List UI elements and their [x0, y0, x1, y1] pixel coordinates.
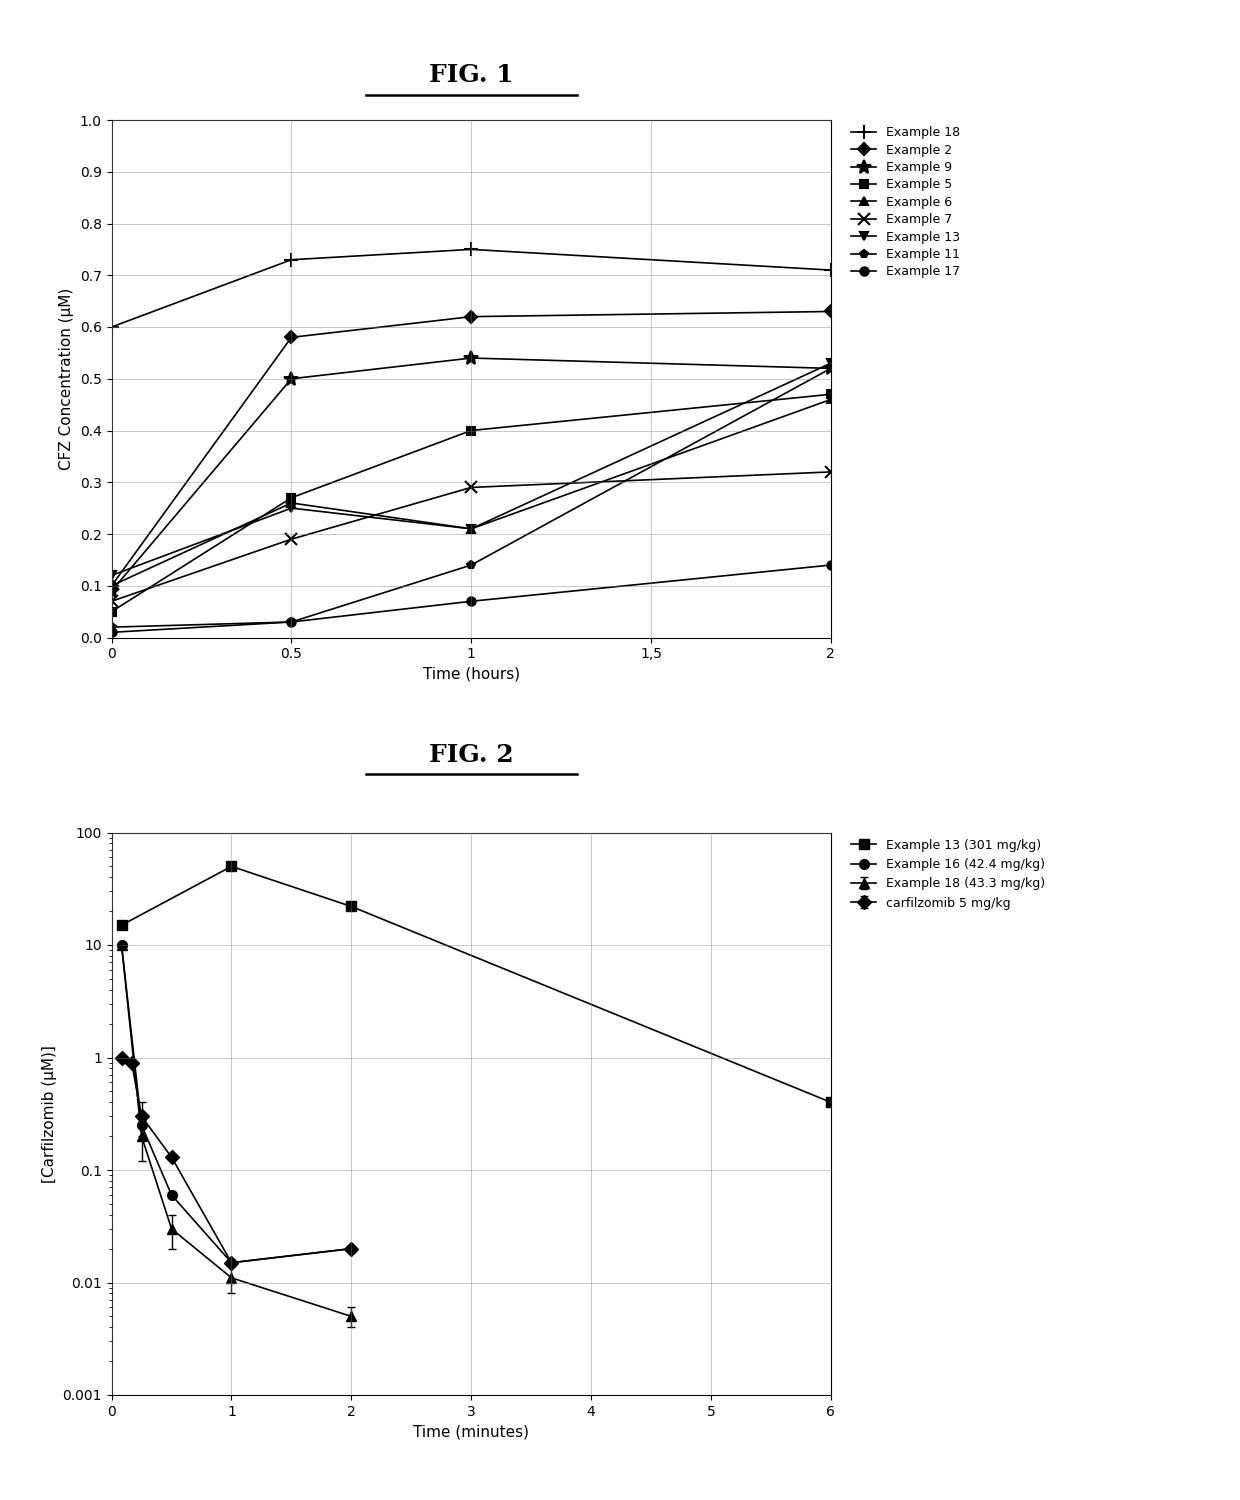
Example 2: [104, 578, 119, 596]
Line: Example 9: Example 9: [104, 351, 838, 598]
Text: FIG. 2: FIG. 2: [429, 742, 513, 766]
Line: Example 5: Example 5: [108, 390, 835, 616]
Example 13 (301 mg/kg): [823, 1094, 838, 1112]
Example 18: [464, 240, 479, 258]
Example 13 (301 mg/kg): [343, 897, 358, 915]
Text: FIG. 1: FIG. 1: [429, 63, 513, 87]
Example 13 (301 mg/kg): [224, 858, 239, 876]
Example 16 (42.4 mg/kg): [224, 1254, 239, 1272]
Line: Example 16 (42.4 mg/kg): Example 16 (42.4 mg/kg): [117, 940, 356, 1268]
Example 6: [823, 390, 838, 408]
Example 9: [464, 350, 479, 368]
Example 13: [464, 520, 479, 538]
Example 6: [284, 494, 299, 512]
Example 11: [284, 614, 299, 632]
Example 9: [284, 370, 299, 388]
X-axis label: Time (hours): Time (hours): [423, 668, 520, 682]
Line: Example 7: Example 7: [105, 465, 837, 608]
Example 16 (42.4 mg/kg): [134, 1116, 149, 1134]
Example 5: [284, 489, 299, 507]
Example 11: [823, 360, 838, 378]
Example 17: [104, 624, 119, 642]
Line: Example 13 (301 mg/kg): Example 13 (301 mg/kg): [117, 861, 836, 1107]
Example 2: [284, 328, 299, 346]
Example 2: [823, 303, 838, 321]
Legend: Example 13 (301 mg/kg), Example 16 (42.4 mg/kg), Example 18 (43.3 mg/kg), carfil: Example 13 (301 mg/kg), Example 16 (42.4…: [852, 839, 1045, 909]
Example 13: [823, 354, 838, 372]
Example 5: [464, 422, 479, 440]
Example 16 (42.4 mg/kg): [114, 936, 129, 954]
Example 7: [464, 478, 479, 496]
Example 18: [284, 251, 299, 268]
Example 11: [104, 618, 119, 636]
Example 2: [464, 308, 479, 326]
Line: Example 13: Example 13: [108, 358, 835, 579]
Example 7: [284, 530, 299, 548]
Example 9: [823, 360, 838, 378]
Example 11: [464, 556, 479, 574]
Line: Example 18: Example 18: [104, 243, 838, 334]
Example 13: [284, 500, 299, 517]
Example 18: [823, 261, 838, 279]
X-axis label: Time (minutes): Time (minutes): [413, 1425, 529, 1440]
Example 18: [104, 318, 119, 336]
Line: Example 2: Example 2: [108, 308, 835, 590]
Example 16 (42.4 mg/kg): [343, 1239, 358, 1257]
Y-axis label: [Carfilzomib (μM)]: [Carfilzomib (μM)]: [42, 1046, 57, 1182]
Example 5: [823, 386, 838, 404]
Legend: Example 18, Example 2, Example 9, Example 5, Example 6, Example 7, Example 13, E: Example 18, Example 2, Example 9, Exampl…: [852, 126, 961, 279]
Example 17: [464, 592, 479, 610]
Example 7: [104, 592, 119, 610]
Example 17: [284, 614, 299, 632]
Line: Example 17: Example 17: [108, 561, 835, 636]
Example 5: [104, 603, 119, 621]
Example 13: [104, 567, 119, 585]
Example 13 (301 mg/kg): [114, 916, 129, 934]
Example 17: [823, 556, 838, 574]
Example 7: [823, 464, 838, 482]
Line: Example 11: Example 11: [108, 364, 835, 632]
Example 9: [104, 582, 119, 600]
Line: Example 6: Example 6: [108, 396, 835, 590]
Example 6: [464, 520, 479, 538]
Example 16 (42.4 mg/kg): [164, 1186, 179, 1204]
Example 6: [104, 578, 119, 596]
Y-axis label: CFZ Concentration (μM): CFZ Concentration (μM): [60, 288, 74, 470]
